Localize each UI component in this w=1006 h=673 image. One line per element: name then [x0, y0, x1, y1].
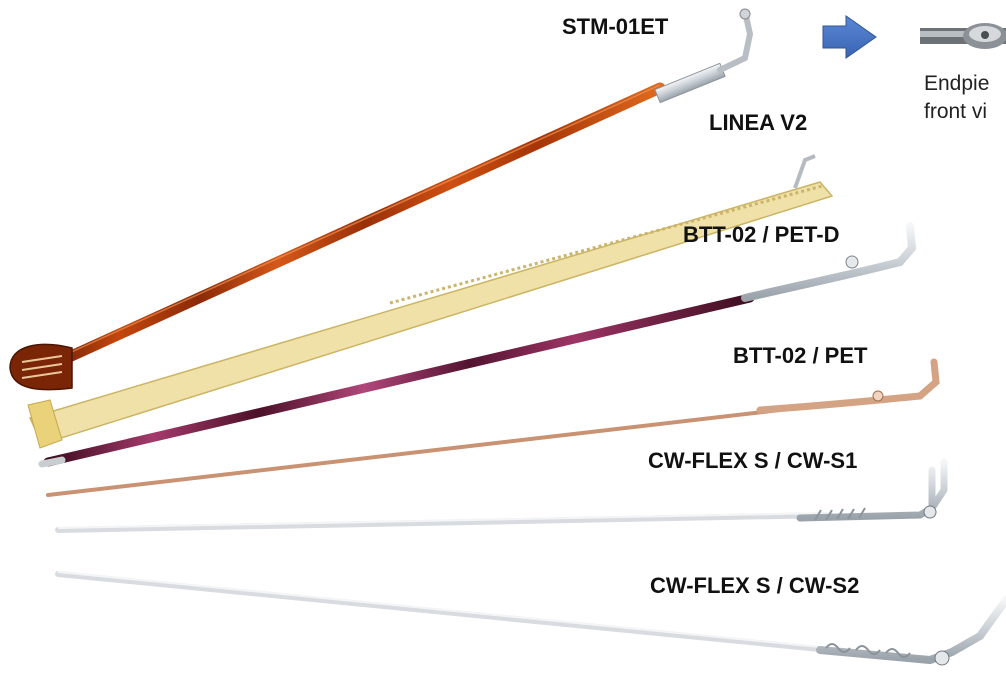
- temple-btt-02-pet-d: [38, 222, 917, 468]
- temple-btt-02-pet: [46, 358, 940, 497]
- temple-cw-flex-s-cw-s2: [55, 571, 1006, 666]
- label-stm-01et: STM-01ET: [562, 14, 669, 39]
- endpiece-note-line1: Endpie: [924, 72, 990, 95]
- temple-cw-flex-s-cw-s1: [55, 458, 948, 533]
- label-cw-flex-s-cw-s2: CW-FLEX S / CW-S2: [650, 573, 860, 598]
- endpiece-note-line2: front vi: [924, 100, 988, 123]
- label-btt-02-pet-d: BTT-02 / PET-D: [683, 222, 840, 247]
- endpiece-thumbnail: [920, 23, 1006, 49]
- label-btt-02-pet: BTT-02 / PET: [733, 343, 868, 368]
- temple-stm-01et: [9, 8, 754, 391]
- label-linea-v2: LINEA V2: [709, 110, 808, 135]
- arrow-icon: [822, 15, 877, 59]
- temple-linea-v2: [27, 154, 834, 449]
- label-cw-flex-s-cw-s1: CW-FLEX S / CW-S1: [648, 448, 858, 473]
- endpiece-note: Endpie front vi: [924, 70, 989, 126]
